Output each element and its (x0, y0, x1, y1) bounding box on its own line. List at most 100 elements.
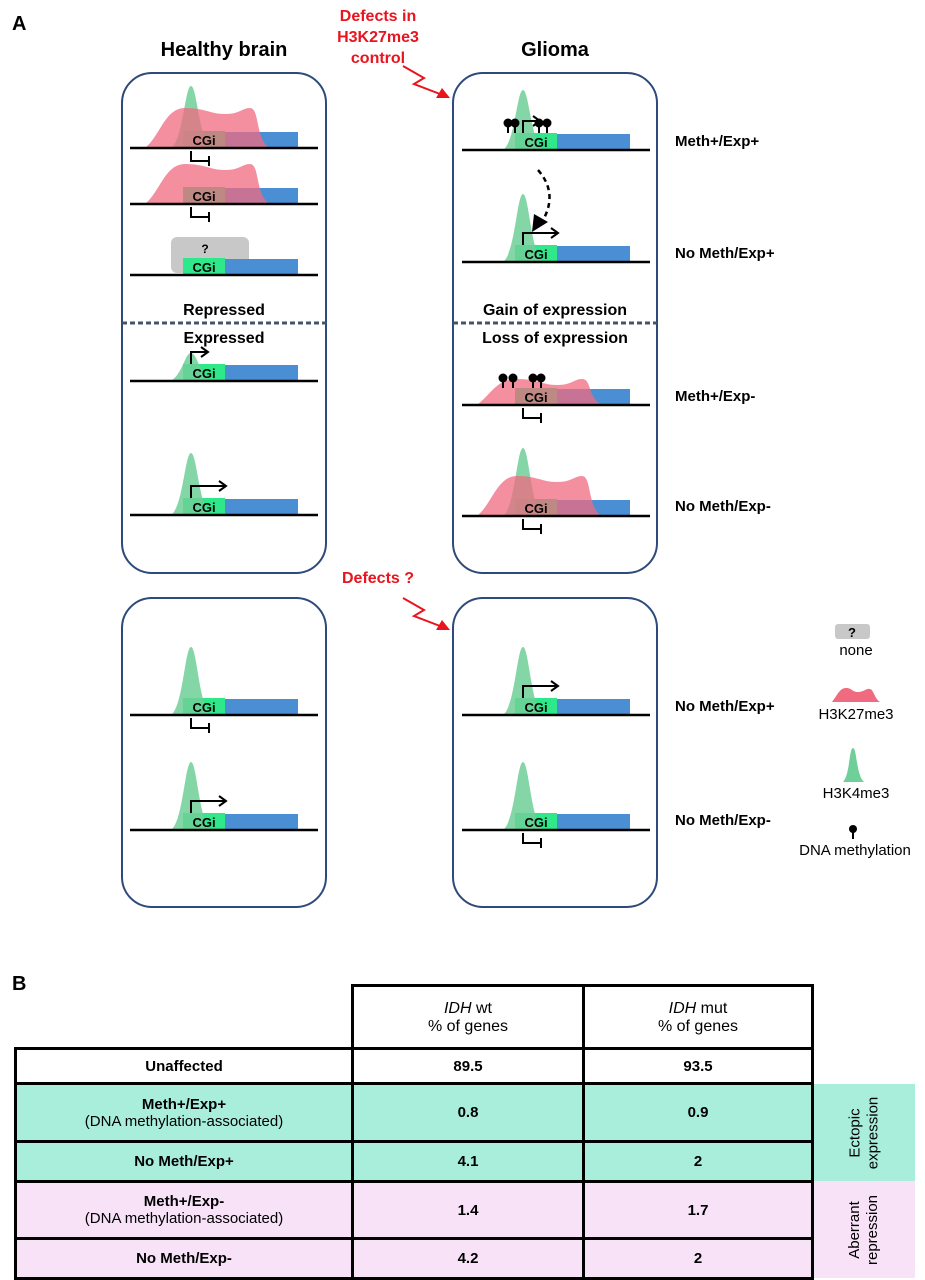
idh-wt-cell: 0.8 (351, 1082, 585, 1143)
h3k27me3-mark (477, 476, 602, 516)
header-idh-wt: IDH wt% of genes (351, 984, 585, 1051)
cgi-label: CGi (192, 500, 215, 515)
aberrant-repression-label: Aberrant repression (846, 1194, 882, 1264)
arrowhead (532, 214, 548, 232)
group-line1: Aberrant (846, 1200, 864, 1259)
healthy-brain-title: Healthy brain (161, 39, 288, 61)
h3k4me3-peak (503, 762, 543, 830)
cgi-label: CGi (192, 133, 215, 148)
cgi-label: CGi (524, 247, 547, 262)
glioma-bottom-box (452, 597, 658, 908)
dna-methylation-icon (503, 118, 513, 128)
group-line2: expression (864, 1096, 882, 1169)
gene-track: CGi (462, 448, 650, 534)
dna-methylation-icon (536, 373, 546, 383)
gene-track: CGi (462, 194, 650, 264)
defects-line-2: H3K27me3 (337, 29, 419, 46)
idh-wt-cell: 1.4 (351, 1180, 585, 1240)
healthy-bottom-box (121, 597, 327, 908)
h3k27me3-mark (145, 108, 270, 148)
legend-dna-methylation-label: DNA methylation (799, 842, 911, 859)
lollipop-icon (849, 825, 857, 833)
dna-methylation-icon (528, 373, 538, 383)
gene-track: CGi (130, 346, 318, 383)
gene-body (557, 246, 630, 262)
legend-h3k27me3-icon (832, 688, 880, 702)
cgi-label: CGi (524, 135, 547, 150)
row-label-cell: No Meth/Exp- (14, 1237, 354, 1280)
legend-question-mark: ? (848, 625, 856, 640)
gene-track: CGi (462, 762, 650, 848)
row-labels: Meth+/Exp+ No Meth/Exp+ Meth+/Exp- No Me… (675, 133, 775, 829)
table-header: IDH wt% of genes IDH mut% of genes (351, 984, 814, 1051)
idh-wt-cell: 4.1 (351, 1140, 585, 1183)
cgi-label: CGi (524, 390, 547, 405)
idh-wt-cell: 89.5 (351, 1047, 585, 1085)
table-row: No Meth/Exp- 4.2 2 (14, 1237, 814, 1280)
results-table: Unaffected 89.5 93.5 Meth+/Exp+ (DNA methyla… (14, 1047, 814, 1280)
cgi-label: CGi (524, 700, 547, 715)
legend-h3k27me3-label: H3K27me3 (818, 706, 893, 723)
repressed-promoter-icon (190, 207, 210, 222)
arrowhead (436, 620, 450, 630)
row-label: Meth+/Exp- (143, 1193, 225, 1210)
gene-track: CGi (462, 90, 650, 152)
gene-body (225, 365, 298, 381)
repressed-label: Repressed (183, 302, 265, 319)
active-promoter-arrow-icon (190, 351, 207, 364)
ectopic-expression-label: Ectopic expression (846, 1096, 882, 1169)
repressed-promoter-icon (522, 519, 542, 534)
repressed-promoter-icon (522, 833, 542, 848)
panel-a-label: A (12, 13, 26, 35)
gene-body (557, 699, 630, 715)
active-promoter-arrow-icon (522, 685, 557, 698)
question-mark: ? (201, 242, 208, 256)
defects-bottom-label: Defects ? (342, 570, 414, 587)
dna-methylation-icon (508, 373, 518, 383)
row-label: Meth+/Exp+ (141, 1095, 227, 1113)
dna-methylation-icon (542, 118, 552, 128)
table-row: Unaffected 89.5 93.5 (14, 1047, 814, 1085)
row-label: Meth+/Exp- (675, 388, 755, 405)
idh-mut-cell: 1.7 (582, 1180, 814, 1240)
zigzag-arrow-bottom (402, 597, 441, 627)
gene-tracks: CGi CGi? CGi CGi CGi CGi CGi CGi CGi CGi CGi CGi CGi (130, 86, 650, 848)
idh-mut-cell: 2 (582, 1237, 814, 1280)
row-sublabel: (DNA methylation-associated) (84, 1112, 284, 1130)
cgi-label: CGi (192, 260, 215, 275)
header-line2: % of genes (427, 1017, 509, 1035)
panel-b-label: B (12, 973, 27, 995)
group-line1: Ectopic (846, 1107, 864, 1158)
defects-top-label: Defects in H3K27me3 control (337, 8, 419, 67)
group-line2: repression (864, 1194, 882, 1265)
active-promoter-arrow-icon (522, 120, 539, 133)
row-label: No Meth/Exp- (675, 812, 771, 829)
header-idh-mut: IDH mut% of genes (582, 984, 814, 1051)
idh-mut-cell: 0.9 (582, 1082, 814, 1143)
ectopic-expression-group: Ectopic expression (814, 1084, 915, 1181)
legend-h3k4me3-icon (843, 748, 864, 782)
row-label: Meth+/Exp+ (675, 133, 759, 150)
cgi-label: CGi (524, 815, 547, 830)
defects-line-3: control (351, 50, 405, 67)
cgi-label: CGi (524, 501, 547, 516)
h3k4me3-peak (503, 647, 543, 715)
aberrant-repression-group: Aberrant repression (814, 1181, 915, 1278)
h3k27me3-mark (477, 379, 602, 405)
gene-track: CGi (462, 373, 650, 423)
arrowhead (550, 680, 560, 692)
arrowhead (218, 480, 228, 492)
gene-track: CGi (130, 453, 318, 517)
gene-body (557, 134, 630, 150)
dna-methylation-icon (498, 373, 508, 383)
table-row: No Meth/Exp+ 4.1 2 (14, 1140, 814, 1183)
row-sublabel: (DNA methylation-associated) (84, 1210, 284, 1227)
header-italic: IDH (668, 999, 697, 1017)
h3k4me3-peak (171, 353, 211, 381)
header-rest: wt (471, 999, 492, 1017)
arrowhead (200, 346, 210, 358)
row-label-cell: No Meth/Exp+ (14, 1140, 354, 1183)
gene-track: CGi (462, 647, 650, 717)
header-line2: % of genes (657, 1017, 739, 1035)
row-label-cell: Meth+/Exp+ (DNA methylation-associated) (14, 1082, 354, 1143)
